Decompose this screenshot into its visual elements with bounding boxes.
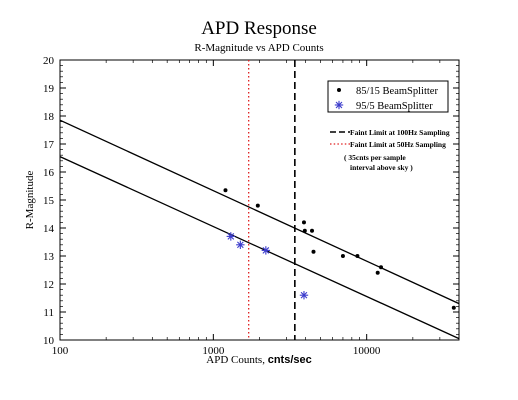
point-85-15 [340,254,345,258]
y-tick-label: 14 [43,223,55,235]
legend-box [327,80,449,113]
point-85-15 [451,305,456,310]
point-85-15 [223,188,228,193]
x-tick-labels: 100 1000 10000 [52,345,381,357]
x-tick-label: 1000 [202,345,225,357]
chart-title: APD Response [201,18,317,39]
asterisk-stroke [236,241,244,249]
y-tick-label: 17 [43,139,55,151]
limit-note-line-1: ( 35cnts per sample [344,153,406,162]
asterisk-stroke [300,291,308,299]
point-85-15 [310,228,315,233]
data-points [223,188,456,310]
y-tick-label: 13 [43,251,55,263]
point-85-15 [355,254,360,258]
asterisk-stroke [262,247,270,254]
y-tick-label: 18 [43,111,55,123]
x-tick-label: 10000 [353,345,381,357]
legend-items: 85/15 BeamSplitter 95/5 BeamSplitter [334,86,438,112]
x-axis-label-unit: cnts/sec [268,354,312,366]
y-tick-label: 11 [43,307,54,319]
limit-legend-label: Faint Limit at 50Hz Sampling [350,140,446,149]
chart-subtitle: R-Magnitude vs APD Counts [194,42,323,54]
y-tick-labels: 10 11 12 13 14 15 16 17 18 19 20 [43,55,55,347]
point-95-5 [261,246,271,255]
point-85-15 [255,203,260,208]
x-tick-label: 100 [52,345,69,357]
fit-line-2 [59,156,460,340]
asterisk-stroke [227,233,235,240]
fit-line-1 [59,119,460,305]
asterisk-stroke [335,101,343,109]
y-axis-label: R-Magnitude [24,171,36,230]
y-tick-label: 12 [43,279,54,291]
limit-note: ( 35cnts per sample interval above sky ) [344,153,413,172]
legend-label: 85/15 BeamSplitter [356,86,438,97]
legend-dot-marker [337,88,341,92]
point-85-15 [302,228,307,233]
limit-lines [248,60,296,340]
point-85-15 [301,220,306,225]
axis-ticks [59,59,460,341]
legend: 85/15 BeamSplitter 95/5 BeamSplitter [327,80,449,113]
point-85-15 [375,270,380,275]
fit-lines [59,119,460,340]
limit-note-line-2: interval above sky ) [350,163,413,172]
limit-legend: Faint Limit at 100Hz Sampling Faint Limit… [330,128,450,149]
x-axis-label-text: APD Counts, [206,354,267,366]
limit-legend-label: Faint Limit at 100Hz Sampling [350,128,450,137]
y-tick-label: 19 [43,83,55,95]
point-85-15 [311,249,316,254]
point-95-5 [236,240,245,249]
y-tick-label: 15 [43,195,55,207]
point-95-5 [226,232,236,241]
y-tick-label: 20 [43,55,55,67]
y-tick-label: 10 [43,335,55,347]
point-95-5 [299,291,309,300]
y-tick-label: 16 [43,167,55,179]
x-axis-label: APD Counts, cnts/sec [206,354,311,366]
point-85-15 [379,265,384,270]
legend-label: 95/5 BeamSplitter [356,101,433,112]
legend-asterisk-marker [334,100,344,110]
